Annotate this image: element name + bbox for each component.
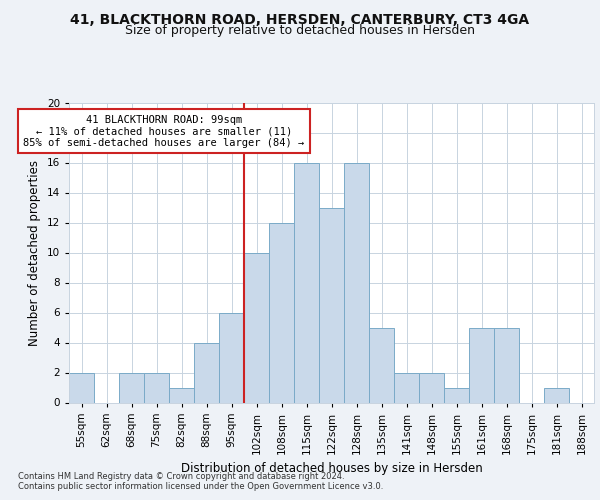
Bar (544, 388, 569, 402)
Bar (294, 162, 319, 402)
Bar (469, 328, 494, 402)
Bar (444, 388, 469, 402)
Text: Contains public sector information licensed under the Open Government Licence v3: Contains public sector information licen… (18, 482, 383, 491)
Text: Size of property relative to detached houses in Hersden: Size of property relative to detached ho… (125, 24, 475, 37)
Bar (494, 328, 519, 402)
Bar (144, 372, 169, 402)
X-axis label: Distribution of detached houses by size in Hersden: Distribution of detached houses by size … (181, 462, 482, 475)
Bar (244, 252, 269, 402)
Y-axis label: Number of detached properties: Number of detached properties (28, 160, 41, 346)
Bar (319, 208, 344, 402)
Bar (369, 328, 394, 402)
Bar (119, 372, 144, 402)
Text: 41 BLACKTHORN ROAD: 99sqm
← 11% of detached houses are smaller (11)
85% of semi-: 41 BLACKTHORN ROAD: 99sqm ← 11% of detac… (23, 114, 305, 148)
Bar (69, 372, 94, 402)
Text: Contains HM Land Registry data © Crown copyright and database right 2024.: Contains HM Land Registry data © Crown c… (18, 472, 344, 481)
Bar (344, 162, 369, 402)
Bar (394, 372, 419, 402)
Bar (169, 388, 194, 402)
Bar (219, 312, 244, 402)
Bar (269, 222, 294, 402)
Bar (419, 372, 444, 402)
Bar (194, 342, 219, 402)
Text: 41, BLACKTHORN ROAD, HERSDEN, CANTERBURY, CT3 4GA: 41, BLACKTHORN ROAD, HERSDEN, CANTERBURY… (70, 12, 530, 26)
